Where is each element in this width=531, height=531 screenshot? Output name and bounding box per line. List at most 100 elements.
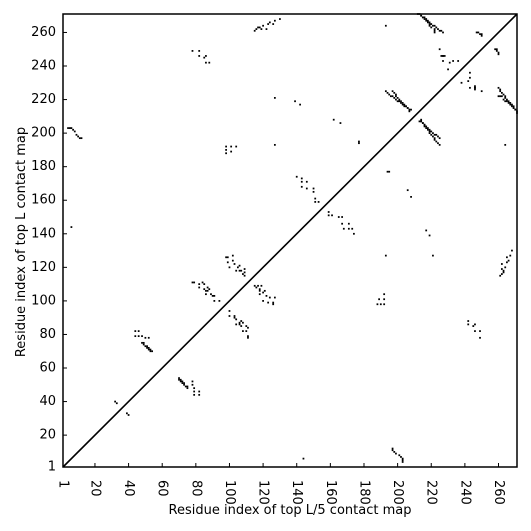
x-tick-label: 160 — [323, 480, 338, 505]
contact-point — [137, 330, 140, 332]
contact-point — [425, 125, 428, 128]
contact-point — [312, 190, 315, 193]
contact-point — [499, 88, 502, 91]
contact-point — [383, 293, 386, 296]
contact-point — [337, 216, 340, 218]
contact-point — [191, 383, 194, 386]
contact-point — [332, 118, 335, 121]
contact-point — [425, 18, 428, 20]
contact-point — [114, 400, 117, 403]
contact-point — [141, 335, 143, 338]
contact-point — [420, 120, 423, 123]
contact-point — [181, 382, 184, 384]
contact-point — [442, 60, 444, 62]
contact-point — [447, 68, 449, 71]
contact-point — [497, 53, 500, 56]
y-tick-label: 60 — [39, 361, 56, 376]
contact-point — [406, 107, 409, 109]
contact-point — [388, 170, 391, 173]
contact-point — [225, 145, 227, 148]
contact-point — [506, 100, 508, 103]
contact-point — [391, 90, 394, 93]
contact-point — [75, 133, 78, 136]
contact-point — [506, 98, 508, 101]
contact-point — [358, 142, 360, 145]
contact-point — [273, 19, 276, 22]
contact-point — [433, 31, 436, 34]
contact-point — [228, 310, 231, 312]
contact-point — [500, 263, 503, 265]
contact-point — [141, 341, 143, 344]
contact-point — [245, 325, 248, 327]
x-tick-label: 120 — [256, 480, 271, 505]
y-axis-label: Residue index of top L contact map — [14, 127, 29, 357]
contact-point — [198, 390, 201, 393]
contact-point — [243, 274, 246, 277]
contact-point — [433, 138, 436, 141]
contact-point — [432, 132, 434, 135]
contact-point — [430, 130, 433, 133]
contact-point — [213, 294, 216, 297]
contact-point — [507, 100, 510, 103]
contact-point — [395, 95, 397, 98]
contact-point — [225, 256, 227, 259]
contact-point — [420, 118, 423, 121]
contact-point — [317, 201, 320, 203]
contact-point — [68, 127, 71, 129]
contact-point — [448, 61, 451, 64]
contact-point — [233, 263, 236, 265]
contact-point — [342, 227, 345, 230]
x-axis-label: Residue index of top L/5 contact map — [169, 503, 412, 518]
contact-point — [238, 269, 241, 272]
contact-point — [257, 284, 259, 287]
contact-point — [511, 103, 513, 106]
contact-point — [432, 24, 434, 27]
contact-point — [184, 385, 187, 388]
contact-point — [425, 127, 428, 129]
contact-point — [502, 271, 505, 274]
contact-point — [426, 19, 429, 22]
contact-point — [240, 325, 243, 327]
contact-point — [479, 33, 481, 36]
contact-point — [242, 273, 244, 275]
contact-point — [437, 28, 439, 30]
contact-point — [475, 31, 478, 34]
contact-point — [438, 143, 441, 146]
contact-point — [353, 232, 355, 235]
contact-point — [70, 226, 73, 228]
contact-point — [401, 459, 404, 462]
contact-point — [428, 24, 431, 27]
contact-point — [502, 98, 505, 101]
y-tick-label: 240 — [31, 59, 56, 74]
contact-point — [193, 281, 196, 284]
contact-point — [235, 318, 238, 321]
contact-point — [430, 133, 433, 136]
contact-point — [477, 31, 480, 34]
contact-point — [511, 105, 513, 108]
contact-point — [347, 222, 350, 225]
contact-point — [77, 135, 80, 138]
contact-point — [480, 34, 483, 37]
contact-point — [440, 55, 443, 57]
contact-point — [147, 346, 150, 349]
contact-point — [452, 60, 454, 62]
contact-point — [272, 23, 275, 25]
contact-point — [238, 264, 241, 267]
contact-point — [379, 303, 382, 306]
contact-point — [327, 214, 330, 217]
contact-point — [193, 387, 196, 390]
contact-point — [428, 23, 431, 25]
contact-point — [500, 273, 503, 275]
contact-point — [179, 378, 182, 381]
contact-point — [191, 380, 194, 383]
contact-point — [506, 256, 508, 259]
contact-point — [137, 335, 140, 338]
contact-point — [331, 214, 333, 217]
contact-point — [504, 100, 507, 103]
contact-point — [428, 132, 431, 135]
contact-point — [499, 90, 502, 93]
contact-point — [438, 48, 441, 51]
contact-point — [260, 28, 263, 30]
contact-point — [205, 61, 207, 64]
contact-point — [211, 294, 214, 297]
